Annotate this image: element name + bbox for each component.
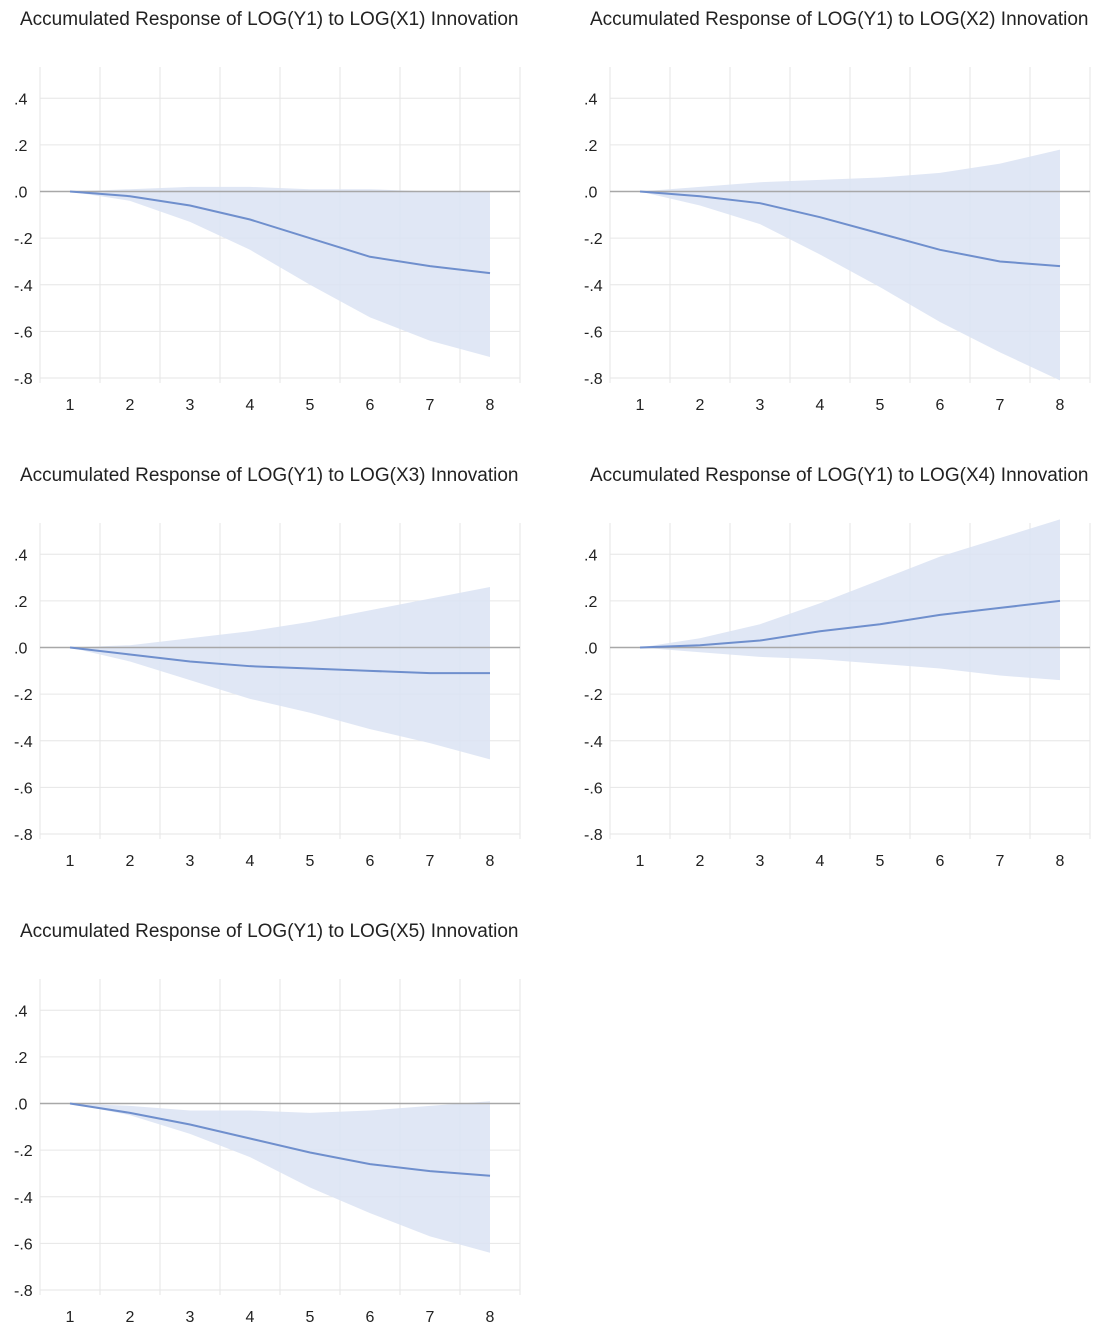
x-tick-label: 1 <box>636 853 645 870</box>
x-tick-label: 5 <box>306 853 315 870</box>
x-tick-label: 2 <box>126 853 135 870</box>
y-tick-label: .2 <box>584 138 597 155</box>
x-tick-label: 2 <box>126 1309 135 1326</box>
x-tick-label: 4 <box>816 397 825 414</box>
confidence-band <box>70 1101 490 1253</box>
y-tick-label: -.6 <box>584 780 603 797</box>
y-tick-label: -.8 <box>584 371 603 388</box>
x-tick-label: 7 <box>996 397 1005 414</box>
y-tick-label: .2 <box>14 1050 27 1067</box>
y-tick-label: .0 <box>584 641 597 658</box>
y-tick-label: -.4 <box>584 734 603 751</box>
chart-panel-1: Accumulated Response of LOG(Y1) to LOG(X… <box>14 9 521 414</box>
chart-title: Accumulated Response of LOG(Y1) to LOG(X… <box>590 9 1088 30</box>
y-tick-label: -.6 <box>584 324 603 341</box>
y-tick-label: .4 <box>14 1003 27 1020</box>
x-tick-label: 6 <box>366 1309 375 1326</box>
chart-title: Accumulated Response of LOG(Y1) to LOG(X… <box>20 465 518 486</box>
x-tick-label: 4 <box>246 853 255 870</box>
x-tick-label: 1 <box>66 853 75 870</box>
response-line <box>69 190 491 275</box>
y-tick-label: -.4 <box>14 1190 33 1207</box>
x-tick-label: 4 <box>246 1309 255 1326</box>
x-tick-label: 2 <box>696 853 705 870</box>
y-tick-label: -.6 <box>14 324 33 341</box>
confidence-band <box>70 186 490 358</box>
x-tick-label: 6 <box>366 853 375 870</box>
x-tick-label: 6 <box>366 397 375 414</box>
y-tick-label: .4 <box>584 547 597 564</box>
x-tick-label: 3 <box>186 1309 195 1326</box>
y-tick-label: .4 <box>584 91 597 108</box>
y-tick-label: -.2 <box>584 231 603 248</box>
y-tick-label: .4 <box>14 91 27 108</box>
x-tick-label: 3 <box>186 853 195 870</box>
x-tick-label: 3 <box>756 853 765 870</box>
x-tick-label: 8 <box>1056 397 1065 414</box>
y-tick-label: .2 <box>584 594 597 611</box>
y-tick-label: -.8 <box>14 1283 33 1300</box>
chart-title: Accumulated Response of LOG(Y1) to LOG(X… <box>590 465 1088 486</box>
chart-title: Accumulated Response of LOG(Y1) to LOG(X… <box>20 921 518 942</box>
x-tick-label: 8 <box>486 1309 495 1326</box>
y-tick-label: -.2 <box>14 687 33 704</box>
y-tick-label: .4 <box>14 547 27 564</box>
x-tick-label: 2 <box>696 397 705 414</box>
chart-panel-4: Accumulated Response of LOG(Y1) to LOG(X… <box>584 465 1091 870</box>
x-tick-label: 6 <box>936 853 945 870</box>
confidence-band <box>640 519 1060 681</box>
x-tick-label: 3 <box>186 397 195 414</box>
y-tick-label: -.2 <box>14 231 33 248</box>
x-tick-label: 8 <box>1056 853 1065 870</box>
x-tick-label: 6 <box>936 397 945 414</box>
y-tick-label: -.4 <box>14 278 33 295</box>
x-tick-label: 4 <box>816 853 825 870</box>
x-tick-label: 7 <box>426 397 435 414</box>
y-tick-label: -.8 <box>14 827 33 844</box>
y-tick-label: .2 <box>14 138 27 155</box>
confidence-band <box>70 586 490 760</box>
response-line <box>69 646 490 675</box>
y-tick-label: .2 <box>14 594 27 611</box>
x-tick-label: 8 <box>486 397 495 414</box>
x-tick-label: 1 <box>66 1309 75 1326</box>
x-tick-label: 5 <box>876 853 885 870</box>
x-tick-label: 5 <box>306 397 315 414</box>
chart-panel-5: Accumulated Response of LOG(Y1) to LOG(X… <box>14 921 521 1326</box>
chart-panel-3: Accumulated Response of LOG(Y1) to LOG(X… <box>14 465 521 870</box>
x-tick-label: 7 <box>996 853 1005 870</box>
y-tick-label: -.8 <box>14 371 33 388</box>
x-tick-label: 1 <box>636 397 645 414</box>
y-tick-label: .0 <box>14 641 27 658</box>
chart-title: Accumulated Response of LOG(Y1) to LOG(X… <box>20 9 518 30</box>
x-tick-label: 1 <box>66 397 75 414</box>
x-tick-label: 5 <box>306 1309 315 1326</box>
response-line <box>639 190 1061 268</box>
y-tick-label: -.4 <box>14 734 33 751</box>
x-tick-label: 8 <box>486 853 495 870</box>
x-tick-label: 5 <box>876 397 885 414</box>
x-tick-label: 2 <box>126 397 135 414</box>
x-tick-label: 7 <box>426 1309 435 1326</box>
y-tick-label: .0 <box>14 185 27 202</box>
chart-panel-2: Accumulated Response of LOG(Y1) to LOG(X… <box>584 9 1091 414</box>
y-tick-label: .0 <box>14 1097 27 1114</box>
y-tick-label: -.2 <box>584 687 603 704</box>
confidence-band <box>640 149 1060 381</box>
x-tick-label: 7 <box>426 853 435 870</box>
y-tick-label: -.2 <box>14 1143 33 1160</box>
response-line <box>69 1102 491 1177</box>
x-tick-label: 4 <box>246 397 255 414</box>
y-tick-label: -.4 <box>584 278 603 295</box>
y-tick-label: -.6 <box>14 1236 33 1253</box>
response-line <box>639 599 1061 649</box>
y-tick-label: -.6 <box>14 780 33 797</box>
x-tick-label: 3 <box>756 397 765 414</box>
y-tick-label: .0 <box>584 185 597 202</box>
y-tick-label: -.8 <box>584 827 603 844</box>
